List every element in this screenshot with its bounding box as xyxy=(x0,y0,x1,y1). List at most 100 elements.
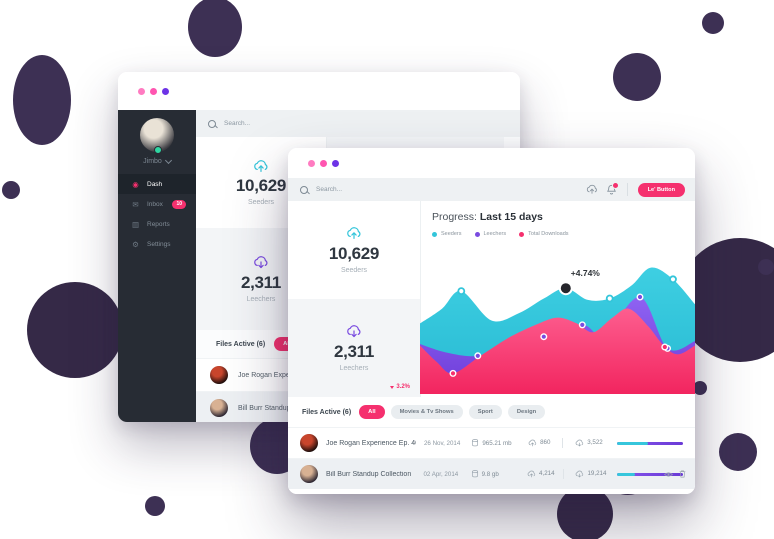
decorative-circle xyxy=(702,12,724,34)
decorative-circle xyxy=(13,55,71,145)
data-point xyxy=(578,321,586,329)
front-titlebar xyxy=(288,148,695,178)
progress-bar xyxy=(617,472,684,476)
avatar[interactable] xyxy=(140,118,174,154)
sidebar-item-label: Dash xyxy=(147,180,163,188)
sidebar-item-label: Reports xyxy=(147,220,170,228)
filter-pill-sport[interactable]: Sport xyxy=(468,405,502,419)
legend-item-leechers: Leechers xyxy=(474,231,506,237)
data-point xyxy=(474,352,482,360)
back-titlebar xyxy=(118,72,520,110)
file-date: 26 Nov, 2014 xyxy=(423,439,461,447)
filter-pill-movies-tv-shows[interactable]: Movies & Tv Shows xyxy=(390,405,463,419)
sidebar-item-label: Settings xyxy=(147,240,171,248)
file-size: 9.8 gb xyxy=(471,470,519,478)
header-actions: Le' Button xyxy=(586,182,685,197)
search-input[interactable]: Search... xyxy=(196,110,520,137)
user-name: Jimbo xyxy=(143,158,162,165)
sidebar: Jimbo ◉ Dash ✉ Inbox 10 ▥ Reports ⚙ Settings xyxy=(118,110,196,422)
notifications-bell-icon[interactable] xyxy=(606,182,619,195)
decorative-circle xyxy=(557,486,613,539)
notification-badge xyxy=(611,182,619,189)
file-size: 965.21 mb xyxy=(471,439,520,447)
legend-dot xyxy=(432,231,437,237)
upload-icon[interactable] xyxy=(586,184,598,195)
progress-bar-seed-segment xyxy=(617,472,635,476)
cloud-download-icon xyxy=(346,324,362,339)
decorative-circle xyxy=(2,181,20,199)
stat-label: Seeders xyxy=(340,266,368,274)
data-point xyxy=(449,369,457,377)
legend-label: Seeders xyxy=(441,231,462,237)
reports-icon: ▥ xyxy=(131,219,140,229)
seeders-value: 4,214 xyxy=(539,470,555,478)
search-icon xyxy=(208,119,216,128)
sidebar-item-label: Inbox xyxy=(147,200,163,208)
filter-pill-all[interactable]: All xyxy=(359,405,385,419)
search-placeholder: Search... xyxy=(224,120,251,127)
decorative-circle xyxy=(613,53,661,101)
progress-chart-panel: Progress: Last 15 days Seeders Leechers To… xyxy=(420,201,695,397)
progress-bar-seed-segment xyxy=(616,441,648,445)
decorative-circle xyxy=(188,0,242,57)
leechers-value: 19,214 xyxy=(587,470,607,478)
file-name: Bill Burr Standup Collection xyxy=(326,470,412,478)
leechers-count: 3,522 xyxy=(575,439,609,447)
progress-area-chart: +4.74% xyxy=(420,267,695,394)
progress-bar xyxy=(616,441,683,445)
cloud-download-icon xyxy=(253,255,269,270)
user-menu[interactable]: Jimbo xyxy=(118,156,196,165)
dash-icon: ◉ xyxy=(132,179,139,189)
sidebar-item-settings[interactable]: ⚙ Settings xyxy=(118,234,196,254)
sidebar-menu: ◉ Dash ✉ Inbox 10 ▥ Reports ⚙ Settings xyxy=(118,174,196,254)
online-status-dot xyxy=(154,146,162,154)
stat-label: Seeders xyxy=(247,199,275,207)
window-control-dot[interactable] xyxy=(308,159,315,167)
data-point xyxy=(605,294,614,303)
decorative-circle xyxy=(27,282,123,378)
file-name: Joe Rogan Experience Ep. 468 xyxy=(326,439,416,447)
seeders-count: 4,214 xyxy=(527,470,555,478)
annotation-label: +4.74% xyxy=(571,268,601,278)
window-control-dot[interactable] xyxy=(162,87,169,95)
divider xyxy=(626,183,628,196)
table-row[interactable]: Joe Rogan Experience Ep. 468 26 Nov, 2014… xyxy=(288,427,695,458)
action-button[interactable]: Le' Button xyxy=(637,182,685,197)
divider xyxy=(562,469,564,479)
chart-title-range: Last 15 days xyxy=(479,211,543,223)
sidebar-item-reports[interactable]: ▥ Reports xyxy=(118,214,196,234)
files-active-label: Files Active (6) xyxy=(302,408,352,416)
filter-pill-design[interactable]: Design xyxy=(507,405,546,419)
legend-label: Total Downloads xyxy=(528,231,569,237)
row-avatar xyxy=(210,399,228,417)
trash-icon[interactable] xyxy=(679,470,686,478)
front-body: 10,629 Seeders 2,311 Leechers 3.2% Progr… xyxy=(288,201,695,494)
data-point xyxy=(457,287,466,295)
table-row[interactable]: Bill Burr Standup Collection 02 Apr, 2014… xyxy=(288,458,695,489)
window-control-dot[interactable] xyxy=(138,87,145,95)
search-icon xyxy=(300,185,308,194)
row-avatar xyxy=(210,366,228,384)
cloud-upload-icon xyxy=(346,226,362,241)
row-avatar xyxy=(300,434,318,452)
sidebar-item-dash[interactable]: ◉ Dash xyxy=(118,174,196,194)
view-icon[interactable] xyxy=(664,471,673,478)
stat-label: Leechers xyxy=(339,364,369,372)
sidebar-item-inbox[interactable]: ✉ Inbox 10 xyxy=(118,194,196,214)
window-control-dot[interactable] xyxy=(320,159,327,167)
files-active-label: Files Active (6) xyxy=(216,340,266,348)
window-control-dot[interactable] xyxy=(332,159,339,167)
data-point xyxy=(636,293,644,301)
leechers-value: 3,522 xyxy=(587,439,603,447)
delta-value: 3.2% xyxy=(396,384,410,390)
files-active-bar: Files Active (6) All Movies & Tv Shows Spo… xyxy=(288,397,695,428)
legend-dot xyxy=(474,231,480,237)
unread-badge: 10 xyxy=(172,199,186,209)
file-size-value: 9.8 gb xyxy=(481,470,499,478)
highlighted-data-point xyxy=(558,281,573,296)
window-control-dot[interactable] xyxy=(150,87,157,95)
search-input[interactable]: Search... Le' Button xyxy=(288,178,695,201)
chart-title-prefix: Progress: xyxy=(432,211,477,223)
stat-label: Leechers xyxy=(246,295,276,303)
